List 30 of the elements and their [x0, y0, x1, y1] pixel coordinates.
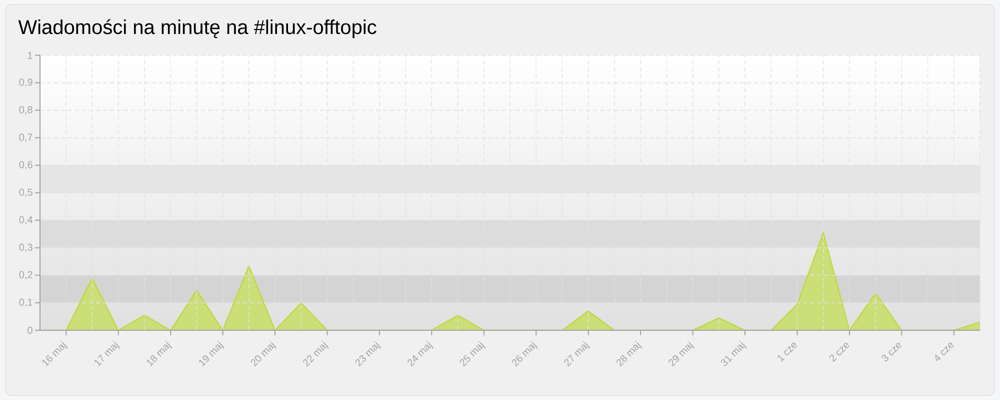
chart-title: Wiadomości na minutę na #linux-offtopic [18, 19, 376, 38]
y-tick-label: 1 [28, 52, 32, 59]
x-tick-label: 1 cze [778, 342, 797, 362]
x-tick-label: 26 maj [512, 341, 538, 367]
y-tick-label: 0,3 [19, 244, 32, 252]
x-tick-label: 20 maj [250, 341, 276, 367]
x-tick-label: 4 cze [935, 342, 954, 362]
x-tick-label: 19 maj [199, 341, 224, 366]
y-tick-label: 0,9 [19, 78, 32, 87]
y-tick-label: 0,1 [19, 298, 32, 307]
y-tick-label: 0,5 [19, 188, 32, 197]
x-tick-label: 18 maj [146, 341, 172, 366]
x-tick-label: 28 maj [616, 341, 642, 367]
y-tick-label: 0,4 [19, 216, 33, 224]
x-tick-label: 16 maj [42, 341, 68, 366]
x-tick-label: 29 maj [668, 341, 694, 367]
x-tick-label: 3 cze [882, 342, 902, 362]
x-tick-label: 25 maj [460, 341, 486, 367]
x-tick-label: 23 maj [355, 341, 381, 367]
y-tick-label: 0 [28, 326, 32, 334]
y-tick-label: 0,8 [19, 106, 32, 114]
x-tick-label: 22 maj [303, 341, 329, 367]
x-tick-label: 2 cze [830, 342, 850, 362]
x-tick-label: 24 maj [408, 341, 434, 367]
y-tick-label: 0,6 [19, 161, 32, 170]
y-tick-label: 0,7 [19, 134, 32, 142]
y-tick-label: 0,2 [19, 271, 32, 280]
x-tick-label: 17 maj [94, 341, 120, 366]
x-tick-label: 27 maj [564, 341, 590, 367]
x-tick-label: 31 maj [720, 341, 746, 366]
